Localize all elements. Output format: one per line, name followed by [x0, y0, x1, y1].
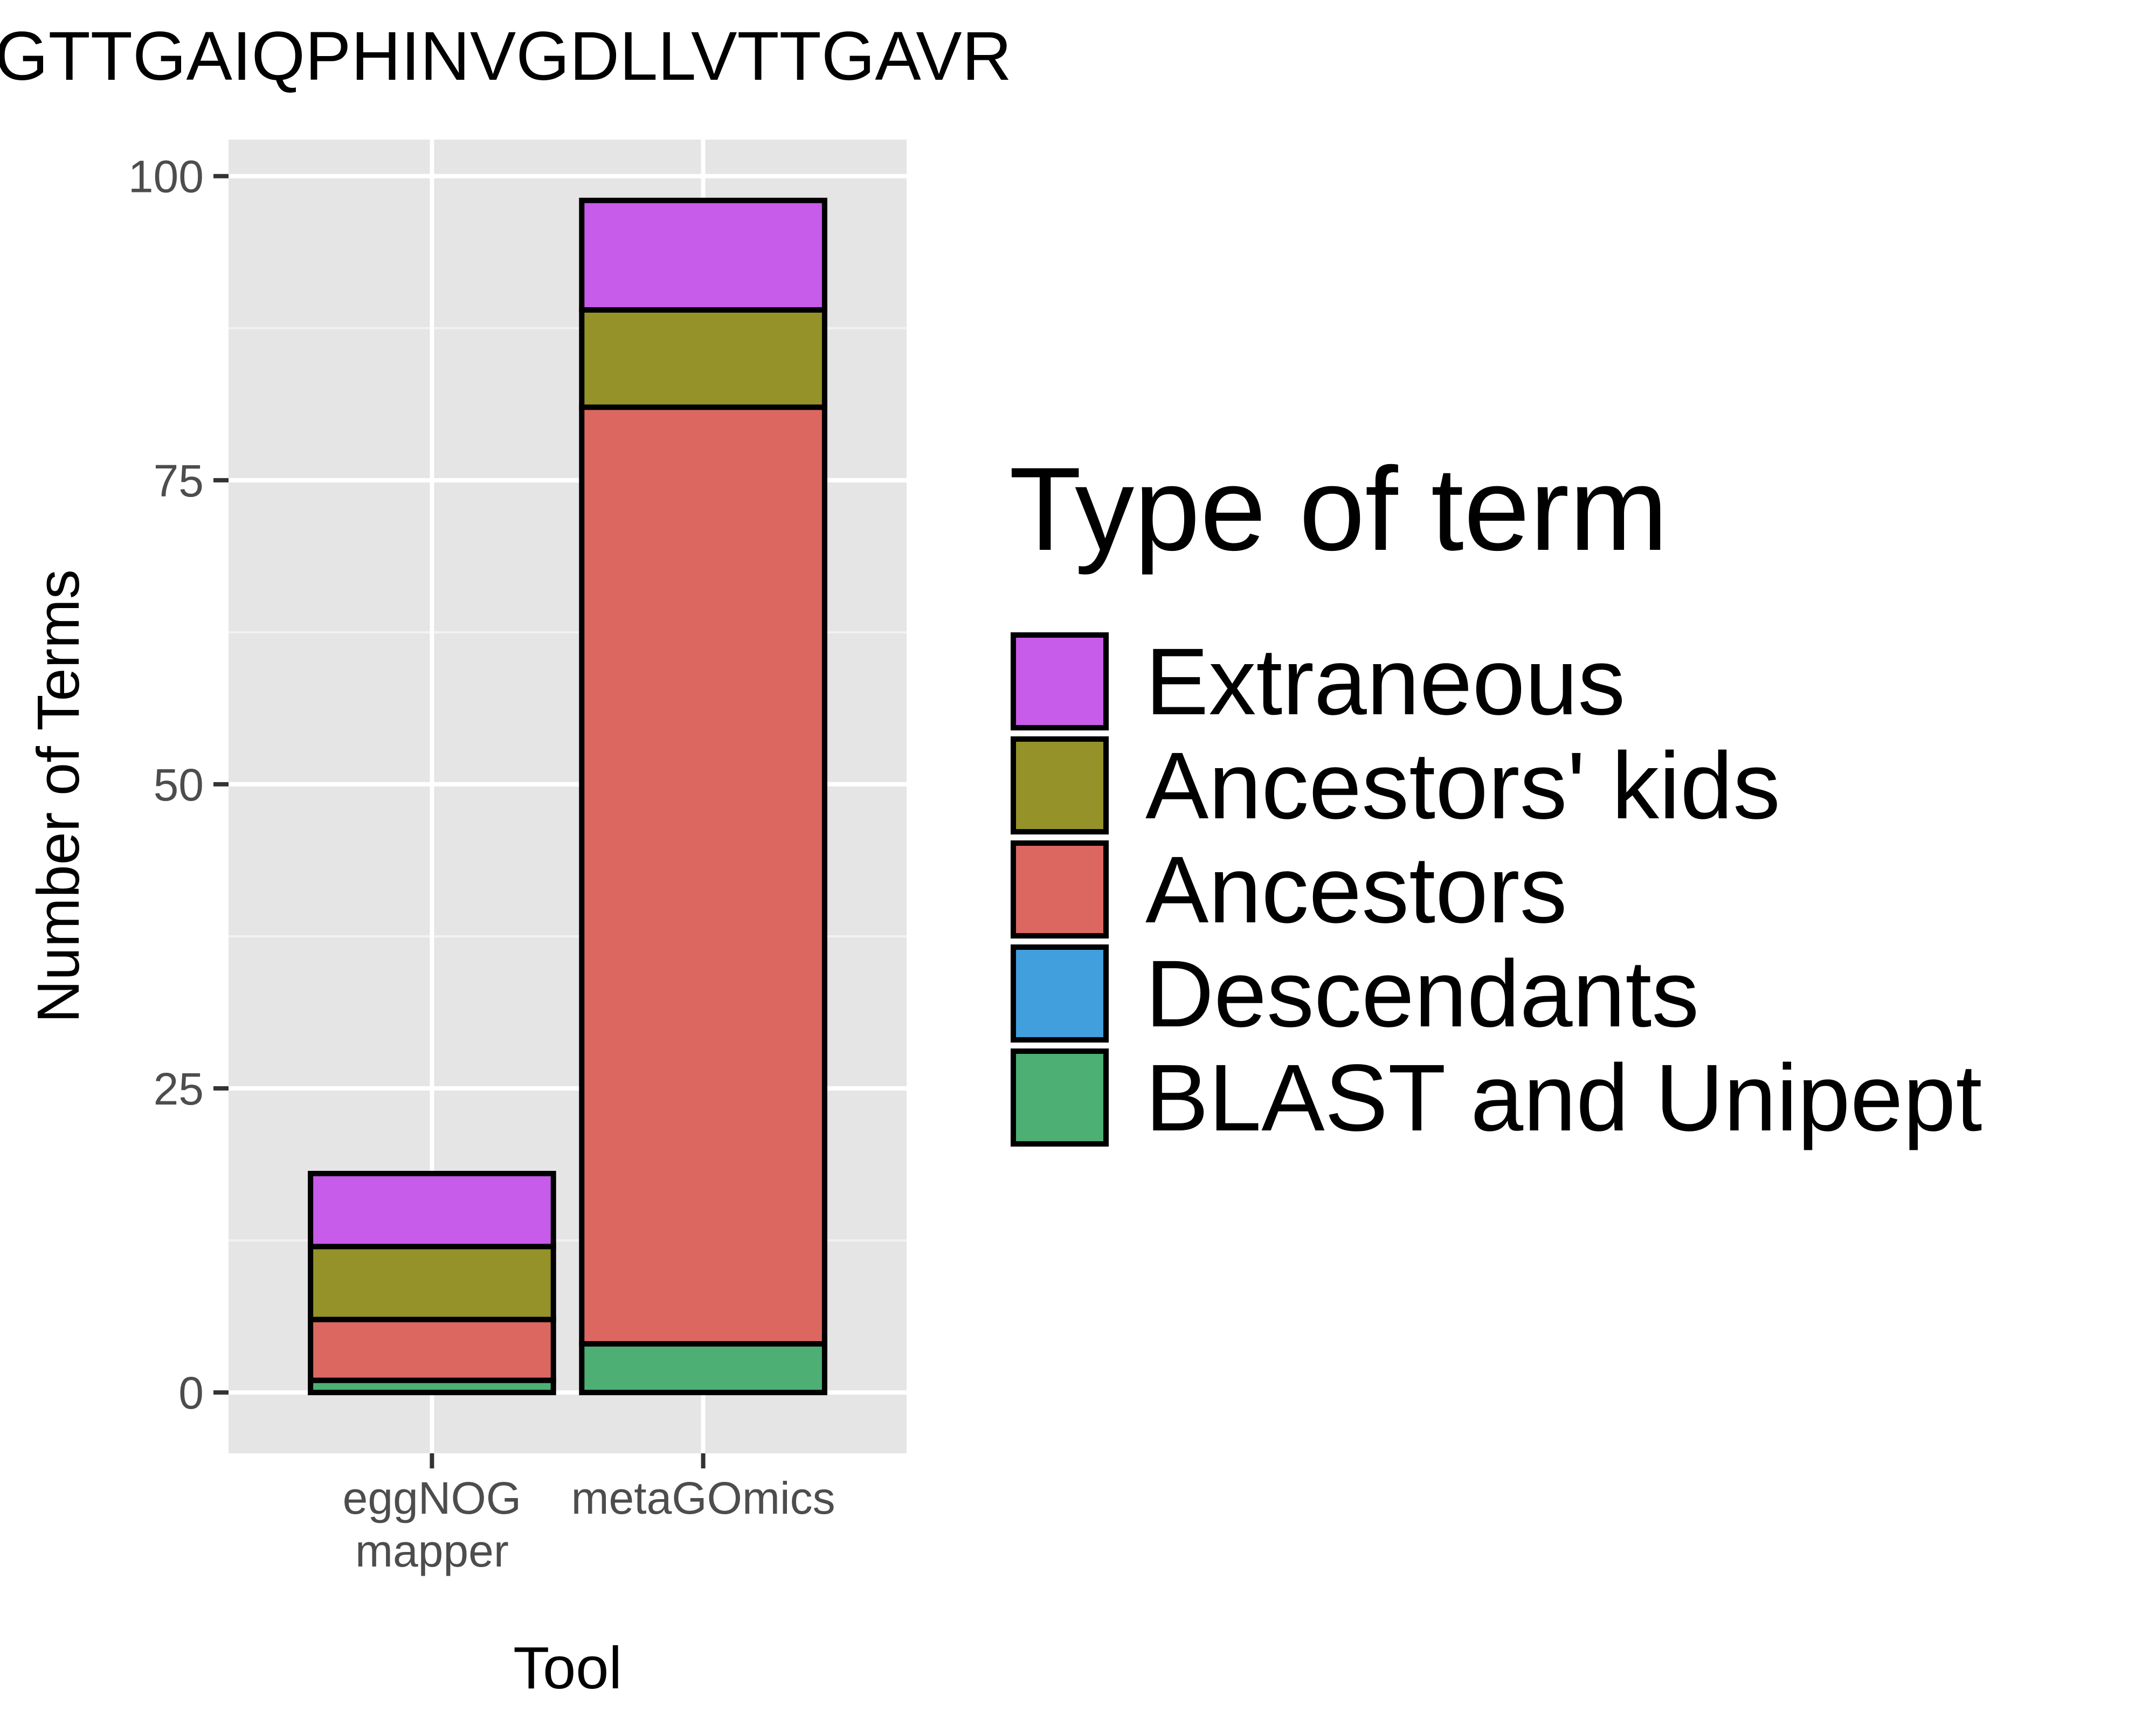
- legend-swatch: [1011, 632, 1109, 730]
- x-tick-label: metaGOmics: [571, 1473, 835, 1523]
- legend-swatch: [1011, 736, 1109, 834]
- legend-label: Ancestors' kids: [1145, 733, 1780, 839]
- y-tick-label: 0: [178, 1368, 204, 1418]
- chart-title: GTTGAIQPHINVGDLLVTTGAVR: [0, 18, 1012, 95]
- bar-segment: [308, 1171, 556, 1250]
- x-tick-label: mapper: [355, 1526, 509, 1576]
- legend-title: Type of term: [1009, 443, 1668, 575]
- bar-segment: [579, 404, 827, 1347]
- y-axis-title: Number of Terms: [25, 569, 92, 1023]
- bar-segment: [579, 1341, 827, 1396]
- bar-segment: [579, 307, 827, 410]
- bar-segment: [308, 1244, 556, 1322]
- y-tick-label: 75: [154, 456, 204, 506]
- x-axis-title: Tool: [513, 1635, 622, 1701]
- legend-label: Extraneous: [1145, 629, 1625, 735]
- legend-label: Descendants: [1145, 941, 1699, 1047]
- legend-swatch: [1011, 944, 1109, 1043]
- y-tick-label: 100: [128, 151, 204, 202]
- y-axis: 0 25 50 75 100: [128, 151, 229, 1418]
- bar-segment: [579, 197, 827, 313]
- x-tick-label: eggNOG: [343, 1473, 522, 1523]
- legend-label: Ancestors: [1145, 837, 1567, 943]
- y-tick-label: 25: [154, 1064, 204, 1114]
- legend-swatch: [1011, 840, 1109, 939]
- legend-swatch: [1011, 1048, 1109, 1147]
- bar-segment: [308, 1316, 556, 1383]
- bar-stacks: [308, 197, 827, 1396]
- legend-label: BLAST and Unipept: [1145, 1045, 1982, 1151]
- y-tick-label: 50: [154, 760, 204, 810]
